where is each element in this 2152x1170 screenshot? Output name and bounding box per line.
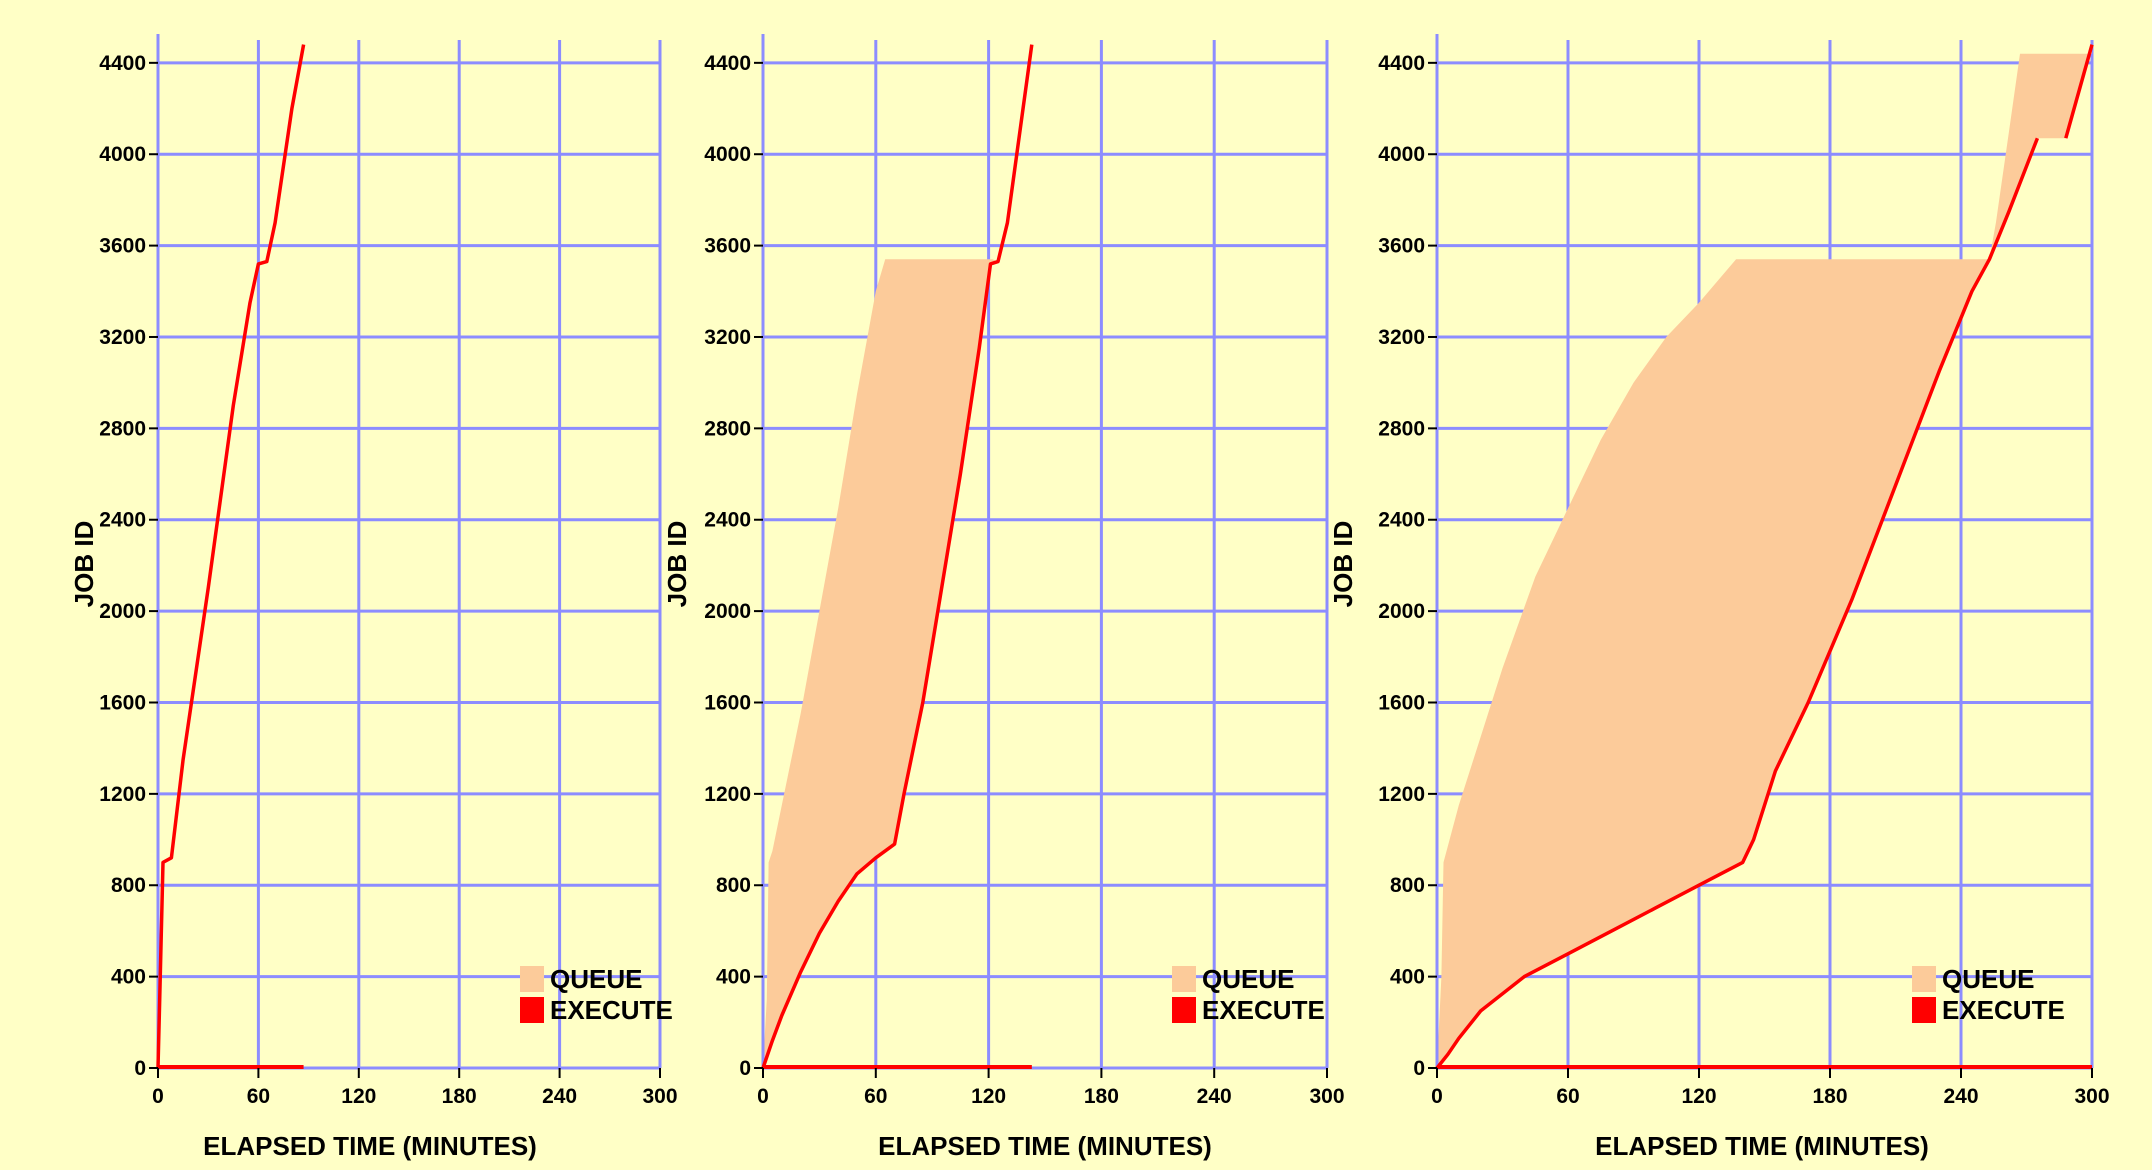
legend-queue-label: QUEUE [550, 964, 642, 994]
legend-execute-label: EXECUTE [1202, 995, 1325, 1025]
x-tick-label: 120 [341, 1085, 376, 1108]
y-tick-label: 1200 [1378, 783, 1425, 806]
x-axis-title: ELAPSED TIME (MINUTES) [203, 1131, 537, 1161]
chart-panel-1: 0 60 120 180 240 300 0 400 800 1200 1600 2000 2400 28… [69, 34, 678, 1161]
x-tick-label: 60 [247, 1085, 270, 1108]
queue-area [158, 44, 304, 1069]
y-tick-label: 3600 [99, 235, 146, 258]
y-tick-label: 4000 [99, 143, 146, 166]
y-tick-label: 1200 [99, 783, 146, 806]
y-tick-label: 2000 [1378, 600, 1425, 623]
y-tick-label: 400 [1390, 966, 1425, 989]
execute-line [1435, 137, 2040, 1070]
y-axis-title: JOB ID [1328, 521, 1358, 608]
x-axis-title: ELAPSED TIME (MINUTES) [1595, 1131, 1929, 1161]
execute-line-segment [2064, 44, 2094, 139]
y-tick-label: 0 [1413, 1057, 1425, 1080]
queue-area [763, 44, 1032, 1069]
y-tick-label: 1600 [1378, 691, 1425, 714]
x-tick-label: 60 [864, 1085, 887, 1108]
y-tick-label: 800 [1390, 874, 1425, 897]
legend-execute-swatch [520, 997, 544, 1023]
x-tick-label: 120 [971, 1085, 1006, 1108]
y-tick-label: 2800 [1378, 417, 1425, 440]
x-tick-label: 60 [1556, 1085, 1579, 1108]
x-tick-label: 0 [1431, 1085, 1443, 1108]
legend-execute-swatch [1172, 997, 1196, 1023]
x-tick-label: 240 [1943, 1085, 1978, 1108]
legend-queue-label: QUEUE [1202, 964, 1294, 994]
x-tick-label: 0 [152, 1085, 164, 1108]
legend-queue-swatch [1172, 966, 1196, 992]
execute-line [156, 44, 306, 1069]
chart-panel-2: 0 60 120 180 240 300 0 400 800 1200 1600 2000 2400 28… [662, 34, 1345, 1161]
x-tick-label: 0 [757, 1085, 769, 1108]
y-tick-label: 4000 [704, 143, 751, 166]
x-tick-label: 240 [1197, 1085, 1232, 1108]
queue-area [1437, 44, 2092, 1069]
y-tick-label: 4400 [1378, 52, 1425, 75]
y-tick-label: 2400 [99, 509, 146, 532]
x-tick-label: 300 [642, 1085, 677, 1108]
x-tick-label: 180 [1084, 1085, 1119, 1108]
legend-queue-swatch [1912, 966, 1936, 992]
x-tick-label: 120 [1681, 1085, 1716, 1108]
y-tick-label: 2800 [704, 417, 751, 440]
y-tick-label: 2000 [99, 600, 146, 623]
legend-queue-swatch [520, 966, 544, 992]
y-tick-label: 2400 [1378, 509, 1425, 532]
y-tick-label: 400 [111, 966, 146, 989]
y-tick-label: 3200 [1378, 326, 1425, 349]
x-tick-label: 300 [1309, 1085, 1344, 1108]
y-tick-label: 400 [716, 966, 751, 989]
x-tick-label: 240 [542, 1085, 577, 1108]
y-axis-title: JOB ID [662, 521, 692, 608]
x-axis-title: ELAPSED TIME (MINUTES) [878, 1131, 1212, 1161]
y-tick-label: 800 [111, 874, 146, 897]
legend-queue-label: QUEUE [1942, 964, 2034, 994]
y-tick-label: 4400 [704, 52, 751, 75]
legend-execute-label: EXECUTE [1942, 995, 2065, 1025]
x-tick-label: 180 [1812, 1085, 1847, 1108]
y-tick-label: 2400 [704, 509, 751, 532]
y-tick-label: 3600 [1378, 235, 1425, 258]
y-tick-label: 0 [134, 1057, 146, 1080]
legend-execute-label: EXECUTE [550, 995, 673, 1025]
x-tick-label: 180 [442, 1085, 477, 1108]
y-tick-label: 2000 [704, 600, 751, 623]
y-tick-label: 1600 [704, 691, 751, 714]
y-tick-label: 3600 [704, 235, 751, 258]
execute-line [761, 44, 1034, 1069]
x-tick-label: 300 [2074, 1085, 2109, 1108]
y-tick-label: 1200 [704, 783, 751, 806]
y-tick-label: 1600 [99, 691, 146, 714]
chart-panel-3: 0 60 120 180 240 300 0 400 800 1200 1600 2000 2400 28… [1328, 34, 2110, 1161]
y-tick-label: 0 [739, 1057, 751, 1080]
y-tick-label: 3200 [99, 326, 146, 349]
y-tick-label: 4400 [99, 52, 146, 75]
y-tick-label: 3200 [704, 326, 751, 349]
y-tick-label: 2800 [99, 417, 146, 440]
y-tick-label: 4000 [1378, 143, 1425, 166]
y-tick-label: 800 [716, 874, 751, 897]
y-axis-title: JOB ID [69, 521, 99, 608]
legend-execute-swatch [1912, 997, 1936, 1023]
